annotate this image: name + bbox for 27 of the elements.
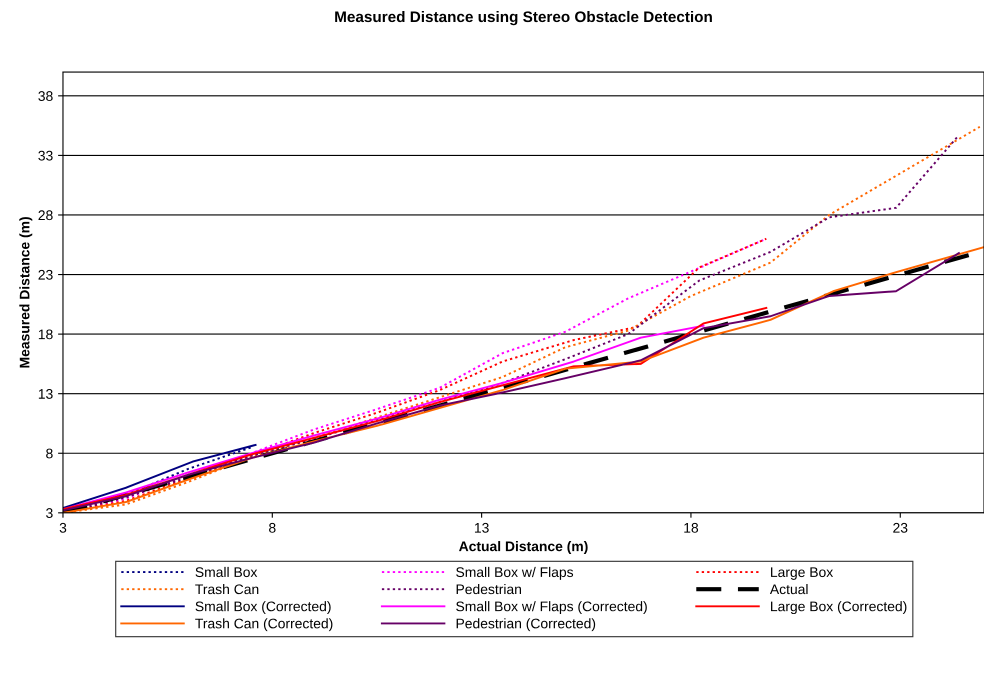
legend-label: Large Box (Corrected)	[771, 601, 906, 614]
legend-label: Small Box w/ Flaps	[456, 566, 574, 580]
x-tick-label: 18	[684, 522, 698, 533]
y-tick-label: 13	[38, 389, 53, 399]
legend-label: Large Box	[771, 567, 834, 580]
legend-label: Trash Can (Corrected)	[195, 618, 332, 632]
x-axis-title: Actual Distance (m)	[459, 541, 588, 554]
x-tick-label: 23	[893, 522, 908, 533]
legend-label: Pedestrian	[456, 584, 521, 594]
x-tick-label: 8	[269, 522, 276, 533]
legend-label: Actual	[770, 584, 808, 594]
y-tick-label: 33	[38, 150, 53, 161]
legend-label: Pedestrian (Corrected)	[456, 618, 596, 632]
y-tick-label: 38	[38, 91, 53, 102]
legend-label: Small Box w/ Flaps (Corrected)	[456, 601, 647, 614]
legend-label: Small Box	[196, 566, 258, 578]
x-tick-label: 13	[474, 522, 489, 533]
y-axis-title: Measured Distance (m)	[19, 217, 32, 368]
legend-label: Trash Can	[195, 584, 258, 594]
legend-label: Small Box (Corrected)	[196, 601, 331, 614]
chart-title: Measured Distance using Stereo Obstacle Detection	[335, 10, 712, 26]
y-tick-label: 8	[46, 448, 53, 458]
y-tick-label: 3	[46, 508, 53, 518]
y-tick-label: 28	[38, 210, 53, 220]
y-tick-label: 18	[38, 329, 53, 340]
y-tick-label: 23	[38, 270, 53, 280]
x-tick-label: 3	[60, 522, 66, 533]
